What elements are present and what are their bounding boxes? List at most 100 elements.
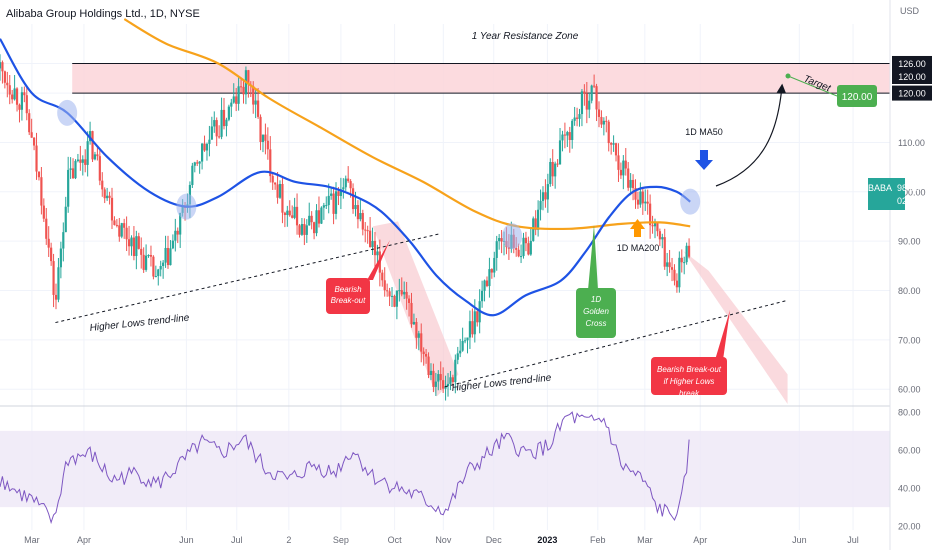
ma200-arrow-label: 1D MA200 <box>617 243 660 253</box>
candle-body <box>259 116 262 142</box>
candle-body <box>359 213 362 220</box>
candle-body <box>344 178 347 188</box>
rsi-axis-label: 60.00 <box>898 445 921 455</box>
candle-body <box>437 374 440 382</box>
candle-body <box>86 141 89 165</box>
candle-body <box>125 227 128 240</box>
candle-body <box>571 120 574 141</box>
price-axis-label: 60.00 <box>898 385 921 395</box>
candle-body <box>149 255 153 257</box>
candle-body <box>79 159 82 163</box>
price-axis-label: 90.00 <box>898 237 921 247</box>
candle-body <box>561 134 564 141</box>
rsi-axis-label: 40.00 <box>898 484 921 494</box>
trendline-label-bottom: Higher Lows trend-line <box>451 373 552 394</box>
time-axis-label: Sep <box>333 535 349 545</box>
candle-body <box>23 92 26 96</box>
candle-body <box>266 140 269 150</box>
candle-body <box>666 262 669 267</box>
candle-body <box>135 236 138 257</box>
candle-body <box>339 189 342 196</box>
candle-body <box>605 120 608 122</box>
candle-body <box>619 169 623 176</box>
candle-body <box>110 197 114 221</box>
candle-body <box>627 168 630 188</box>
candle-body <box>541 192 545 201</box>
candle-body <box>271 176 274 183</box>
candle-body <box>641 191 644 204</box>
candle-body <box>456 353 459 360</box>
candle-body <box>400 290 403 295</box>
candle-body <box>376 251 379 256</box>
candle-body <box>373 240 377 256</box>
candle-body <box>179 212 182 235</box>
time-axis-label: 2023 <box>537 535 557 545</box>
candle-body <box>35 145 38 172</box>
time-axis-label: 2 <box>286 535 291 545</box>
candle-body <box>237 86 240 104</box>
candle-body <box>595 86 598 110</box>
candle-body <box>425 354 428 357</box>
candle-body <box>52 261 55 295</box>
candle-body <box>347 178 350 182</box>
candle-body <box>291 215 294 218</box>
candle-body <box>471 321 474 335</box>
candle-body <box>631 179 635 189</box>
candle-body <box>166 247 170 266</box>
rsi-axis-label: 20.00 <box>898 522 921 532</box>
resistance-zone-layer <box>72 62 891 94</box>
candle-body <box>356 205 360 220</box>
golden-cross-callout: 1D Golden Cross <box>583 295 609 328</box>
price-axis-label: 100.00 <box>898 187 926 197</box>
candle-body <box>1 62 4 72</box>
candle-body <box>583 91 586 94</box>
candle-body <box>50 247 53 262</box>
rsi-panel <box>0 411 890 525</box>
touch-circles-layer <box>57 99 701 250</box>
last-price-box <box>868 178 905 210</box>
candle-body <box>575 117 579 119</box>
target-line <box>787 75 838 97</box>
candle-body <box>680 257 683 263</box>
candle-body <box>468 321 472 338</box>
candle-body <box>351 188 355 210</box>
last-price-tag: BABA 98.00 02:20:19 <box>868 178 932 210</box>
candle-body <box>191 165 194 185</box>
candle-body <box>71 168 75 179</box>
candle-body <box>157 269 160 277</box>
candle-body <box>529 240 532 255</box>
candle-body <box>646 201 649 204</box>
candle-body <box>144 255 148 270</box>
candle-body <box>607 121 610 144</box>
rsi-band <box>0 430 890 508</box>
rsi-axis[interactable]: 20.00 40.00 60.00 80.00 <box>898 407 921 531</box>
candle-body <box>337 191 340 196</box>
golden-cross-text: 1D Golden Cross <box>583 295 609 328</box>
candle-body <box>549 161 552 185</box>
candle-body <box>283 212 286 216</box>
candle-body <box>461 340 464 351</box>
candle-body <box>106 195 109 199</box>
candle-body <box>103 189 106 199</box>
candle-body <box>54 294 58 300</box>
candle-body <box>269 149 272 177</box>
candle-body <box>644 201 647 204</box>
price-axis[interactable]: 60.00 70.00 80.00 90.00 100.00 110.00 120.00 12… <box>892 55 932 395</box>
candle-body <box>483 280 486 291</box>
candle-body <box>466 337 469 341</box>
candle-body <box>174 230 177 241</box>
candle-body <box>32 137 36 146</box>
candle-body <box>517 249 520 257</box>
time-axis[interactable]: Mar Apr Jun Jul 2 Sep Oct Nov Dec 2023 Feb Mar Apr Ju… <box>24 535 859 545</box>
candle-body <box>235 96 238 104</box>
candle-body <box>580 91 584 115</box>
time-axis-label: Dec <box>486 535 503 545</box>
candle-body <box>127 239 131 247</box>
candle-body <box>98 156 101 181</box>
candle-body <box>164 247 167 263</box>
candle-body <box>578 114 581 119</box>
candle-body <box>485 280 489 287</box>
candle-body <box>546 184 549 200</box>
candle-body <box>303 224 306 235</box>
candle-body <box>685 245 688 263</box>
